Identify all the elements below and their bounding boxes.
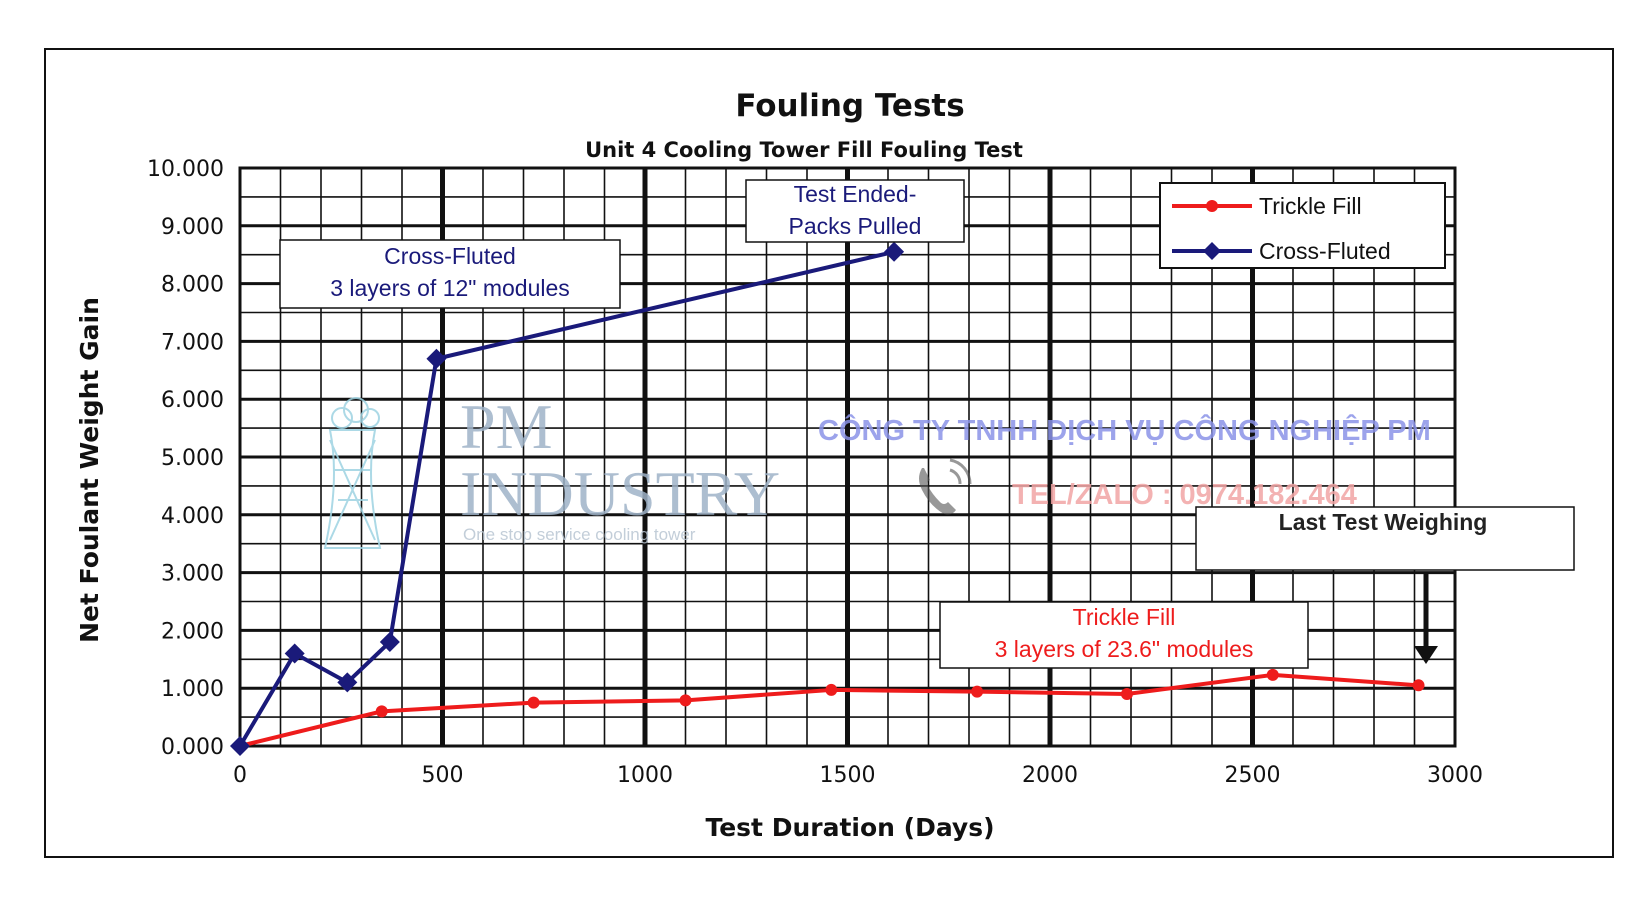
x-tick-label: 1500 <box>820 763 876 788</box>
y-tick-label: 7.000 <box>161 330 224 355</box>
watermark-tagline: One stop service cooling tower <box>463 525 696 544</box>
watermark-company: CÔNG TY TNHH DỊCH VỤ CÔNG NGHIỆP PM <box>818 413 1431 447</box>
phone-icon <box>919 458 972 515</box>
x-tick-label: 1000 <box>617 763 673 788</box>
series-line-cross-fluted <box>238 249 895 748</box>
data-point-cross-fluted <box>426 348 447 369</box>
legend: Trickle Fill Cross-Fluted <box>1159 182 1446 269</box>
annotation-cross-fluted: Cross-Fluted 3 layers of 12" modules <box>279 239 621 309</box>
y-tick-label: 6.000 <box>161 388 224 413</box>
y-tick-label: 0.000 <box>161 735 224 760</box>
watermark-phone: TEL/ZALO : 0974.182.464 <box>1012 479 1357 511</box>
data-point-cross-fluted <box>284 643 305 664</box>
cooling-tower-icon <box>323 397 382 549</box>
data-point-trickle-fill <box>375 705 388 718</box>
series-lines <box>230 241 1425 756</box>
x-tick-labels: 0 500 1000 1500 2000 2500 3000 <box>233 763 1483 788</box>
data-point-cross-fluted <box>230 736 250 756</box>
x-tick-label: 2500 <box>1225 763 1281 788</box>
annotation-trickle-line1: Trickle Fill <box>1073 604 1176 630</box>
y-axis-label: Net Foulant Weight Gain <box>75 297 104 643</box>
annotation-cross-fluted-line1: Cross-Fluted <box>384 243 516 269</box>
data-point-trickle-fill <box>679 694 692 707</box>
chart-title: Fouling Tests <box>735 88 964 124</box>
data-point-trickle-fill <box>1266 668 1279 681</box>
y-tick-label: 8.000 <box>161 273 224 298</box>
data-point-trickle-fill <box>1120 687 1133 700</box>
y-tick-label: 5.000 <box>161 446 224 471</box>
data-point-cross-fluted <box>379 631 400 652</box>
x-axis-label: Test Duration (Days) <box>705 813 994 842</box>
x-tick-label: 500 <box>422 763 464 788</box>
y-tick-labels: 0.000 1.000 2.000 3.000 4.000 5.000 6.000 7.000… <box>147 157 224 760</box>
data-point-cross-fluted <box>884 241 905 262</box>
data-point-trickle-fill <box>971 685 984 698</box>
y-tick-label: 2.000 <box>161 619 224 644</box>
x-tick-label: 2000 <box>1022 763 1078 788</box>
annotation-cross-fluted-line2: 3 layers of 12" modules <box>330 275 570 301</box>
legend-label-cross: Cross-Fluted <box>1259 238 1391 264</box>
y-tick-label: 3.000 <box>161 562 224 587</box>
annotation-trickle-fill: Trickle Fill 3 layers of 23.6" modules <box>939 601 1309 669</box>
data-point-trickle-fill <box>825 683 838 696</box>
annotation-test-ended-line2: Packs Pulled <box>789 213 922 239</box>
watermark: PM INDUSTRY One stop service cooling tow… <box>323 391 1431 549</box>
data-point-trickle-fill <box>1412 679 1425 692</box>
data-point-trickle-fill <box>527 696 540 709</box>
y-tick-label: 10.000 <box>147 157 224 182</box>
legend-marker-cross <box>1203 242 1221 260</box>
legend-marker-trickle <box>1206 200 1218 212</box>
last-test-arrow-head <box>1414 646 1438 664</box>
x-tick-label: 3000 <box>1427 763 1483 788</box>
data-point-cross-fluted <box>337 672 358 693</box>
watermark-brand-line2: INDUSTRY <box>460 458 780 529</box>
chart-subtitle: Unit 4 Cooling Tower Fill Fouling Test <box>585 138 1023 162</box>
y-tick-label: 9.000 <box>161 215 224 240</box>
x-tick-label: 0 <box>233 763 247 788</box>
annotation-test-ended: Test Ended- Packs Pulled <box>745 179 965 243</box>
y-tick-label: 1.000 <box>161 677 224 702</box>
annotation-last-test: Last Test Weighing <box>1195 506 1575 664</box>
y-tick-label: 4.000 <box>161 504 224 529</box>
annotation-trickle-line2: 3 layers of 23.6" modules <box>995 636 1254 662</box>
legend-label-trickle: Trickle Fill <box>1259 193 1362 219</box>
annotation-test-ended-line1: Test Ended- <box>794 181 917 207</box>
watermark-brand-line1: PM <box>460 391 553 462</box>
annotation-last-test-line1: Last Test Weighing <box>1279 509 1488 535</box>
